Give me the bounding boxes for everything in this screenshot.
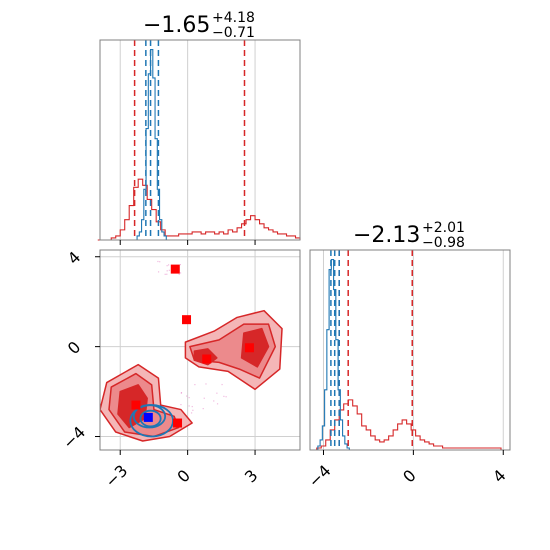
- m2-xtick-label: −4: [305, 461, 335, 491]
- joint-panel: −3 0 3 −4 0 4: [59, 248, 301, 491]
- joint-red-marker: [173, 418, 183, 428]
- joint-frame: [99, 249, 301, 451]
- marginal-1-histograms: [97, 48, 301, 241]
- marginal-2-ticks: −4 0 4: [305, 450, 510, 491]
- joint-scatter-point: [168, 269, 170, 271]
- joint-red-marker: [244, 343, 254, 353]
- m1-hist-series-1: [134, 48, 169, 241]
- marginal-2-title-sub: −0.98: [422, 235, 465, 251]
- m2-hist-series-1: [315, 258, 354, 451]
- joint-ytick-label: 0: [64, 337, 85, 358]
- joint-scatter-point: [166, 265, 168, 267]
- joint-scatter-point: [166, 273, 168, 275]
- joint-scatter-point: [205, 383, 207, 385]
- marginal-2-title: −2.13: [353, 223, 420, 248]
- joint-blue-marker: [143, 412, 153, 422]
- marginal-1-ticks: [119, 240, 256, 245]
- marginal-2-grid: [322, 250, 504, 450]
- joint-scatter-point: [166, 270, 168, 272]
- marginal-1-title-main: −1.65: [143, 13, 210, 38]
- joint-scatter-point: [188, 396, 190, 399]
- joint-red-contour-inner: [240, 327, 270, 368]
- joint-scatter-point: [223, 395, 225, 397]
- joint-scatter-point: [225, 396, 227, 398]
- joint-scatter-point: [164, 273, 166, 275]
- m2-hist-series-0: [312, 399, 506, 451]
- joint-scatter-point: [157, 271, 160, 273]
- joint-xtick-label: 3: [241, 466, 262, 487]
- marginal-2-histograms: [312, 258, 506, 451]
- marginal-2-frame: [309, 249, 511, 451]
- joint-scatter-point: [188, 405, 190, 407]
- joint-xtick-label: 0: [173, 466, 194, 487]
- joint-scatter-point: [180, 404, 182, 406]
- m2-xtick-label: 4: [489, 466, 510, 487]
- joint-markers: [131, 264, 254, 428]
- joint-ytick-label: −4: [59, 423, 89, 453]
- joint-scatter-point: [178, 273, 180, 275]
- joint-red-marker: [131, 400, 141, 410]
- marginal-1-title-sub: −0.71: [212, 25, 255, 41]
- joint-scatter-point: [191, 405, 193, 408]
- joint-blue-contour: [139, 409, 162, 428]
- m2-xtick-label: 0: [399, 466, 420, 487]
- marginal-1-quantile-lines: [133, 40, 246, 240]
- joint-scatter-point: [167, 264, 170, 266]
- marginal-2-panel: −2.13 +2.01 −0.98 −4 0 4: [305, 220, 511, 491]
- joint-scatter-point: [216, 392, 218, 394]
- joint-xtick-label: −3: [101, 461, 131, 491]
- joint-scatter-point: [186, 395, 188, 397]
- joint-scatter-point: [159, 261, 161, 263]
- joint-scatter-point: [202, 408, 204, 410]
- joint-scatter-point: [216, 403, 219, 405]
- marginal-2-quantile-lines: [330, 250, 413, 450]
- joint-red-marker: [202, 354, 212, 364]
- m1-hist-series-0: [97, 178, 301, 241]
- marginal-1-frame: [99, 39, 301, 241]
- joint-scatter-point: [180, 392, 182, 394]
- joint-scatter-point: [179, 264, 181, 266]
- joint-scatter-point: [179, 272, 182, 274]
- marginal-2-title-main: −2.13: [353, 223, 420, 248]
- joint-scatter-point: [190, 412, 193, 414]
- joint-scatter-point: [157, 260, 159, 263]
- joint-scatter-point: [194, 384, 196, 386]
- joint-ytick-label: 4: [64, 248, 85, 269]
- marginal-2-title-sup: +2.01: [422, 220, 465, 236]
- marginal-1-grid: [119, 40, 256, 240]
- joint-red-marker: [170, 264, 180, 274]
- joint-scatter-point: [221, 383, 223, 386]
- joint-red-marker: [182, 315, 192, 325]
- marginal-1-title: −1.65: [143, 13, 210, 38]
- marginal-1-title-sup: +4.18: [212, 10, 255, 26]
- joint-scatter-point: [213, 400, 215, 402]
- joint-scatter-point: [203, 397, 205, 399]
- joint-scatter-point: [192, 409, 194, 411]
- marginal-1-panel: −1.65 +4.18 −0.71: [97, 10, 301, 245]
